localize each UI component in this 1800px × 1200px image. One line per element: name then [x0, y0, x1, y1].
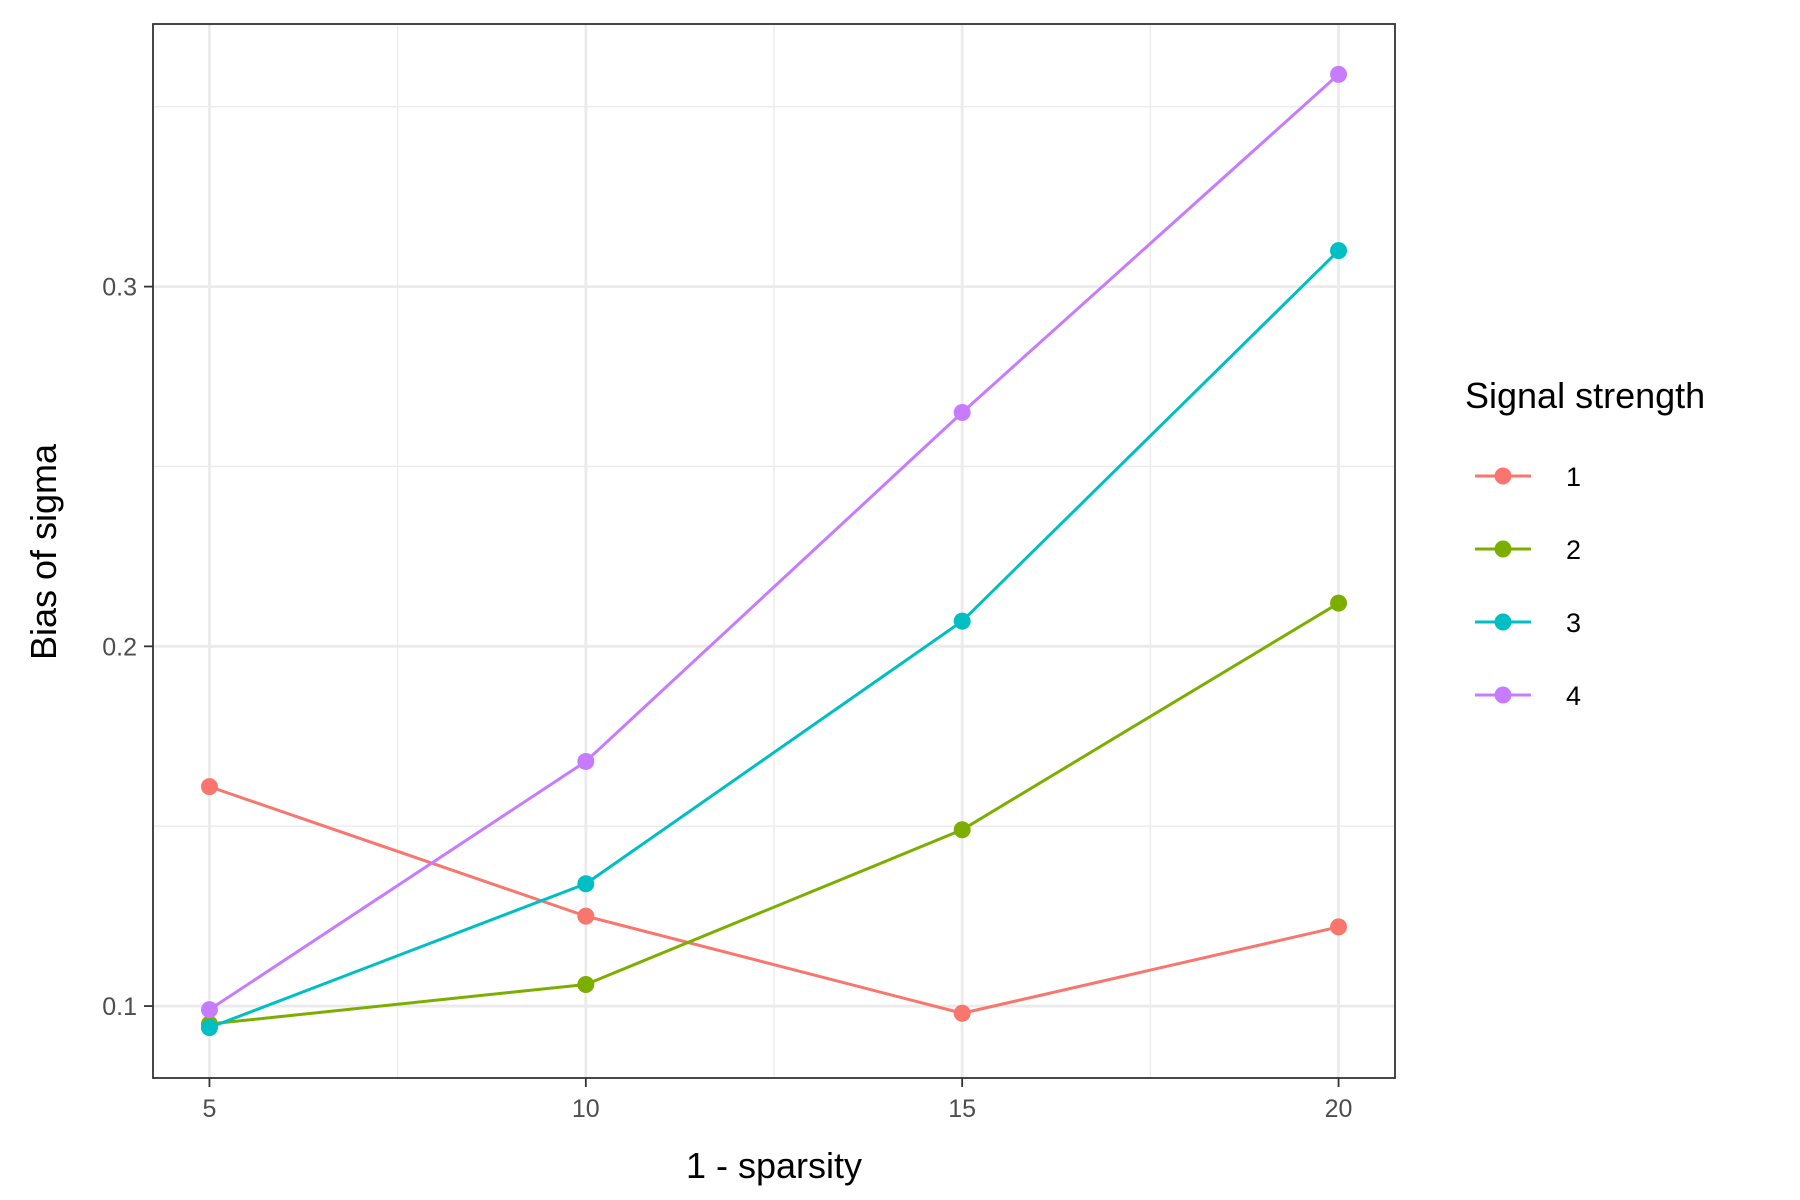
legend-label-3: 3 — [1566, 608, 1581, 638]
series-4-point-2 — [953, 404, 971, 422]
y-tick-label-2: 0.3 — [102, 274, 137, 302]
series-2-point-2 — [953, 821, 971, 839]
series-lines — [208, 73, 1340, 1030]
series-2-point-1 — [577, 975, 595, 993]
series-2-point-3 — [1330, 594, 1348, 612]
legend-title: Signal strength — [1465, 375, 1705, 416]
x-tick-labels: 5 10 15 20 — [203, 1095, 1353, 1123]
series-3-line — [208, 249, 1340, 1030]
series-4-point-3 — [1330, 65, 1348, 83]
x-tick-label-0: 5 — [203, 1095, 217, 1123]
series-4-point-1 — [577, 752, 595, 770]
series-2-line — [209, 601, 1340, 1026]
series-3-point-3 — [1330, 242, 1348, 260]
legend-items: 1 2 3 4 — [1475, 462, 1581, 711]
series-3-point-2 — [953, 612, 971, 630]
major-gridlines — [153, 24, 1395, 1078]
legend-key-3-point — [1494, 613, 1512, 631]
x-tick-label-1: 10 — [572, 1095, 600, 1123]
legend-key-1-point — [1494, 467, 1512, 485]
series-4-point-0 — [200, 1001, 218, 1019]
series-points — [200, 65, 1348, 1037]
minor-gridlines — [153, 24, 1395, 1078]
y-tick-label-1: 0.2 — [102, 633, 137, 661]
series-1-point-0 — [200, 778, 218, 796]
legend: Signal strength 1 2 3 4 — [1465, 375, 1705, 711]
y-tick-label-0: 0.1 — [102, 993, 137, 1021]
series-1-point-2 — [953, 1004, 971, 1022]
series-1-point-3 — [1330, 918, 1348, 936]
legend-key-2-point — [1494, 540, 1512, 558]
x-tick-label-3: 20 — [1325, 1095, 1353, 1123]
series-1-line — [208, 785, 1339, 1015]
legend-label-1: 1 — [1566, 462, 1581, 492]
series-4-line — [208, 73, 1340, 1011]
series-1-point-1 — [577, 907, 595, 925]
panel-border — [152, 23, 1396, 1079]
x-axis-title: 1 - sparsity — [686, 1145, 862, 1186]
legend-label-2: 2 — [1566, 535, 1581, 565]
y-axis-title: Bias of sigma — [23, 443, 64, 660]
legend-label-4: 4 — [1566, 681, 1581, 711]
series-3-point-0 — [200, 1019, 218, 1037]
y-tick-labels: 0.1 0.2 0.3 — [102, 274, 137, 1021]
x-tick-label-2: 15 — [948, 1095, 976, 1123]
legend-key-4-point — [1494, 686, 1512, 704]
axis-ticks — [144, 285, 1340, 1087]
series-3-point-1 — [577, 875, 595, 893]
